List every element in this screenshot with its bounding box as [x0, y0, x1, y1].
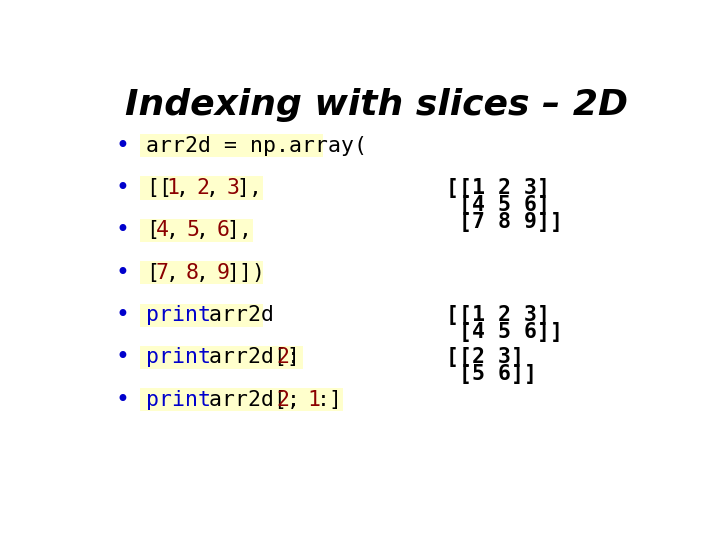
Text: •: • [116, 303, 130, 327]
Text: print: print [145, 390, 211, 410]
Text: 7: 7 [156, 262, 169, 283]
Text: •: • [116, 218, 130, 242]
Text: 4: 4 [156, 220, 169, 240]
Text: ],: ], [236, 178, 263, 198]
FancyBboxPatch shape [140, 261, 263, 284]
Text: arr2d[:: arr2d[: [196, 390, 300, 410]
Text: ,: , [166, 220, 192, 240]
Text: [4 5 6]: [4 5 6] [446, 195, 551, 215]
Text: ,: , [176, 178, 202, 198]
Text: ,: , [196, 262, 222, 283]
Text: arr2d[:: arr2d[: [196, 347, 300, 367]
Text: 3: 3 [226, 178, 239, 198]
Text: print: print [145, 305, 211, 325]
Text: arr2d = np.array(: arr2d = np.array( [145, 136, 366, 156]
FancyBboxPatch shape [140, 177, 263, 200]
Text: [[: [[ [145, 178, 172, 198]
Text: Indexing with slices – 2D: Indexing with slices – 2D [125, 88, 628, 122]
Text: [[2 3]: [[2 3] [446, 347, 524, 367]
Text: ,: , [287, 390, 313, 410]
Text: arr2d: arr2d [196, 305, 274, 325]
FancyBboxPatch shape [140, 134, 323, 157]
Text: ]]): ]]) [226, 262, 266, 283]
Text: ],: ], [226, 220, 253, 240]
Text: [7 8 9]]: [7 8 9]] [446, 212, 564, 232]
Text: ,: , [166, 262, 192, 283]
Text: ,: , [196, 220, 222, 240]
Text: ]: ] [287, 347, 300, 367]
Text: •: • [116, 134, 130, 158]
Text: •: • [116, 176, 130, 200]
Text: •: • [116, 388, 130, 411]
Text: 8: 8 [186, 262, 199, 283]
Text: [: [ [145, 262, 159, 283]
FancyBboxPatch shape [140, 219, 253, 242]
Text: [[1 2 3]: [[1 2 3] [446, 178, 551, 198]
Text: [5 6]]: [5 6]] [446, 364, 538, 384]
Text: 1: 1 [166, 178, 179, 198]
Text: 6: 6 [216, 220, 230, 240]
Text: 5: 5 [186, 220, 199, 240]
Text: ,: , [206, 178, 233, 198]
FancyBboxPatch shape [140, 388, 343, 411]
Text: •: • [116, 261, 130, 285]
Text: 1: 1 [307, 390, 320, 410]
Text: 9: 9 [216, 262, 230, 283]
Text: [: [ [145, 220, 159, 240]
Text: print: print [145, 347, 211, 367]
Text: 2: 2 [276, 347, 289, 367]
Text: [[1 2 3]: [[1 2 3] [446, 305, 551, 325]
Text: :]: :] [317, 390, 343, 410]
FancyBboxPatch shape [140, 303, 263, 327]
Text: [4 5 6]]: [4 5 6]] [446, 322, 564, 342]
Text: •: • [116, 346, 130, 369]
Text: 2: 2 [196, 178, 210, 198]
Text: 2: 2 [276, 390, 289, 410]
FancyBboxPatch shape [140, 346, 303, 369]
